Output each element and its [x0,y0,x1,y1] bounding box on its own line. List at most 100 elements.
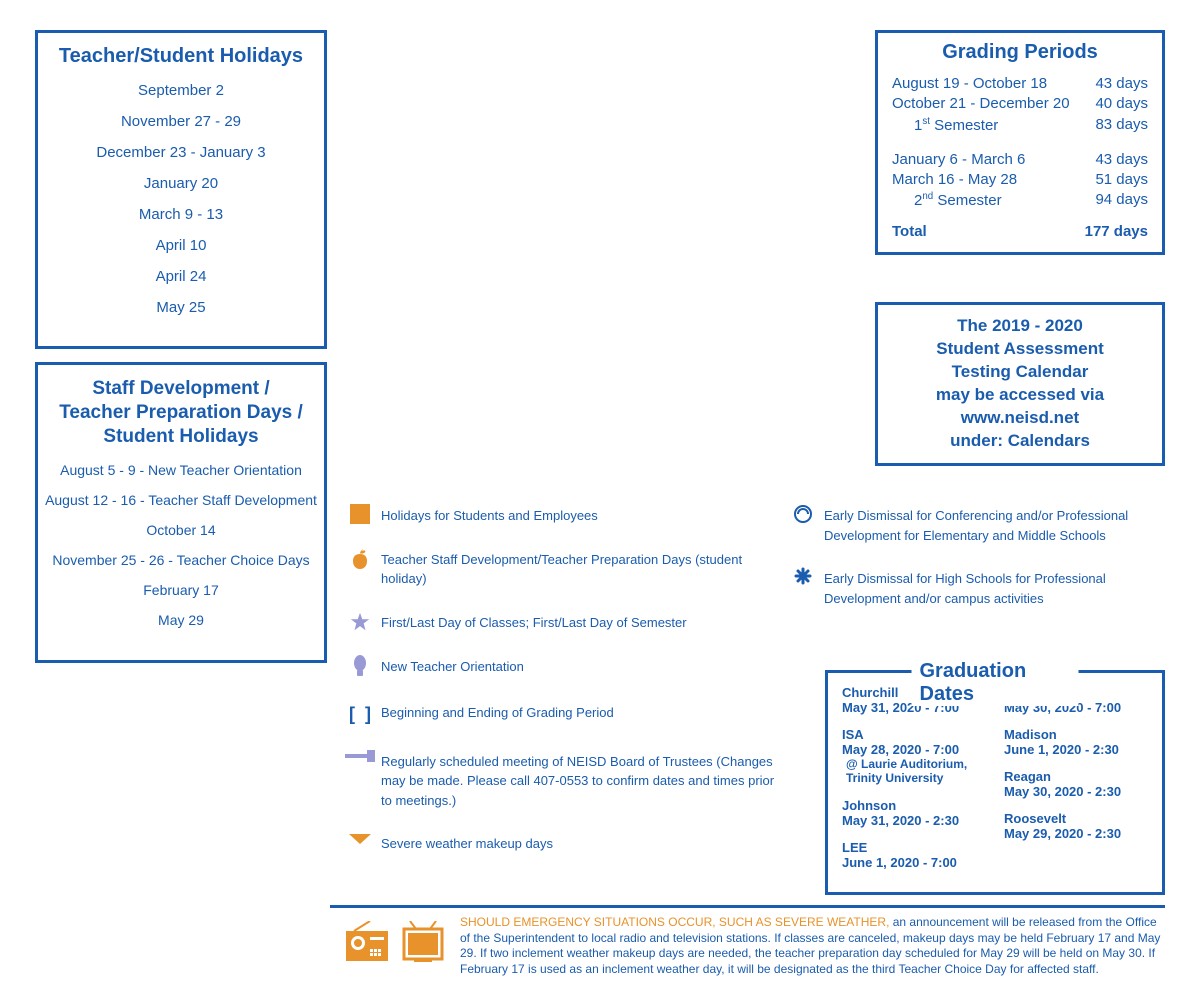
graduation-box: Graduation Dates ChurchillMay 31, 2020 -… [825,670,1165,895]
holidays-list: September 2November 27 - 29December 23 -… [48,82,314,316]
apple-orange-icon [345,548,375,570]
legend-text: Holidays for Students and Employees [381,506,780,526]
holidays-box: Teacher/Student Holidays September 2Nove… [35,30,327,349]
grading-row: August 19 - October 1843 days [892,74,1148,94]
grading-value: 40 days [1095,94,1148,114]
graduation-entry: MadisonJune 1, 2020 - 2:30 [1004,727,1148,757]
school-date: June 1, 2020 - 7:00 [842,855,986,870]
school-date: June 1, 2020 - 2:30 [1004,742,1148,757]
footer-icons [330,915,460,963]
school-name: Roosevelt [1004,811,1148,826]
grading-label: 1st Semester [892,115,1095,136]
holiday-date: March 9 - 13 [48,206,314,223]
grading-rows: August 19 - October 1843 daysOctober 21 … [892,74,1148,212]
grading-title: Grading Periods [892,41,1148,64]
square-orange-icon [345,504,375,524]
footer: SHOULD EMERGENCY SITUATIONS OCCUR, SUCH … [330,915,1165,977]
testing-line: The 2019 - 2020 [888,315,1152,338]
legend-text: Early Dismissal for High Schools for Pro… [824,569,1168,608]
graduation-col-right: MacArthurMay 30, 2020 - 7:00MadisonJune … [1004,685,1148,882]
graduation-entry: ISAMay 28, 2020 - 7:00@ Laurie Auditoriu… [842,727,986,786]
grading-row: January 6 - March 643 days [892,150,1148,170]
testing-line: may be accessed via [888,384,1152,407]
staff-dev-item: May 29 [44,612,318,628]
grading-total-row: Total 177 days [892,222,1148,242]
staff-dev-item: August 12 - 16 - Teacher Staff Developme… [44,492,318,508]
school-date: May 29, 2020 - 2:30 [1004,826,1148,841]
star-purple-icon [345,611,375,633]
school-date: May 31, 2020 - 2:30 [842,813,986,828]
holiday-date: September 2 [48,82,314,99]
grading-value: 94 days [1095,190,1148,211]
graduation-entry: JohnsonMay 31, 2020 - 2:30 [842,798,986,828]
legend-text: Regularly scheduled meeting of NEISD Boa… [381,752,780,811]
school-date: May 28, 2020 - 7:00 [842,742,986,757]
testing-notice-box: The 2019 - 2020Student AssessmentTesting… [875,302,1165,466]
grading-value: 43 days [1095,150,1148,170]
graduation-entry: LEEJune 1, 2020 - 7:00 [842,840,986,870]
legend-item: Regularly scheduled meeting of NEISD Boa… [345,752,780,811]
legend-item: Teacher Staff Development/Teacher Prepar… [345,550,780,589]
graduation-col-left: ChurchillMay 31, 2020 - 7:00ISAMay 28, 2… [842,685,986,882]
school-name: Reagan [1004,769,1148,784]
holidays-title: Teacher/Student Holidays [48,45,314,68]
holiday-date: April 10 [48,237,314,254]
footer-text: SHOULD EMERGENCY SITUATIONS OCCUR, SUCH … [460,915,1165,977]
staff-dev-list: August 5 - 9 - New Teacher OrientationAu… [44,462,318,628]
legend-text: First/Last Day of Classes; First/Last Da… [381,613,780,633]
testing-line: Student Assessment [888,338,1152,361]
testing-line: under: Calendars [888,430,1152,453]
legend-right: Early Dismissal for Conferencing and/or … [788,506,1168,632]
grading-row: 2nd Semester94 days [892,190,1148,211]
legend-text: New Teacher Orientation [381,657,780,677]
legend-item: [ ] Beginning and Ending of Grading Perio… [345,703,780,728]
school-name: Johnson [842,798,986,813]
holiday-date: May 25 [48,299,314,316]
grading-label: January 6 - March 6 [892,150,1095,170]
staff-dev-box: Staff Development /Teacher Preparation D… [35,362,327,663]
legend-text: Severe weather makeup days [381,834,780,854]
legend-item: Severe weather makeup days [345,834,780,854]
grading-value: 43 days [1095,74,1148,94]
school-location: @ Laurie Auditorium,Trinity University [842,757,986,786]
radio-icon [344,921,390,963]
staff-dev-item: November 25 - 26 - Teacher Choice Days [44,552,318,568]
asterisk-icon [788,567,818,585]
bulb-purple-icon [345,655,375,679]
total-value: 177 days [1085,222,1148,242]
legend-text: Early Dismissal for Conferencing and/or … [824,506,1168,545]
school-name: LEE [842,840,986,855]
grading-label: 2nd Semester [892,190,1095,211]
grading-value: 51 days [1095,170,1148,190]
grading-label: March 16 - May 28 [892,170,1095,190]
footer-divider [330,905,1165,908]
legend-text: Beginning and Ending of Grading Period [381,703,780,723]
graduation-entry: ReaganMay 30, 2020 - 2:30 [1004,769,1148,799]
grading-label: August 19 - October 18 [892,74,1095,94]
total-label: Total [892,222,1085,242]
grading-label: October 21 - December 20 [892,94,1095,114]
legend-item: First/Last Day of Classes; First/Last Da… [345,613,780,633]
grading-row: October 21 - December 2040 days [892,94,1148,114]
legend-item: Early Dismissal for High Schools for Pro… [788,569,1168,608]
staff-dev-item: February 17 [44,582,318,598]
legend-text: Teacher Staff Development/Teacher Prepar… [381,550,780,589]
legend-left: Holidays for Students and Employees Teach… [345,506,780,878]
brackets-icon: [ ] [345,701,375,728]
grading-box: Grading Periods August 19 - October 1843… [875,30,1165,255]
testing-line: Testing Calendar [888,361,1152,384]
staff-dev-item: October 14 [44,522,318,538]
holiday-date: January 20 [48,175,314,192]
triangle-orange-icon [345,832,375,846]
legend-item: Holidays for Students and Employees [345,506,780,526]
school-date: May 30, 2020 - 2:30 [1004,784,1148,799]
staff-dev-title: Staff Development /Teacher Preparation D… [44,377,318,448]
graduation-entry: RooseveltMay 29, 2020 - 2:30 [1004,811,1148,841]
grading-row: 1st Semester83 days [892,115,1148,136]
legend-item: Early Dismissal for Conferencing and/or … [788,506,1168,545]
clock-circle-icon [788,504,818,524]
holiday-date: April 24 [48,268,314,285]
grading-row: March 16 - May 2851 days [892,170,1148,190]
school-name: ISA [842,727,986,742]
tv-icon [400,921,446,963]
